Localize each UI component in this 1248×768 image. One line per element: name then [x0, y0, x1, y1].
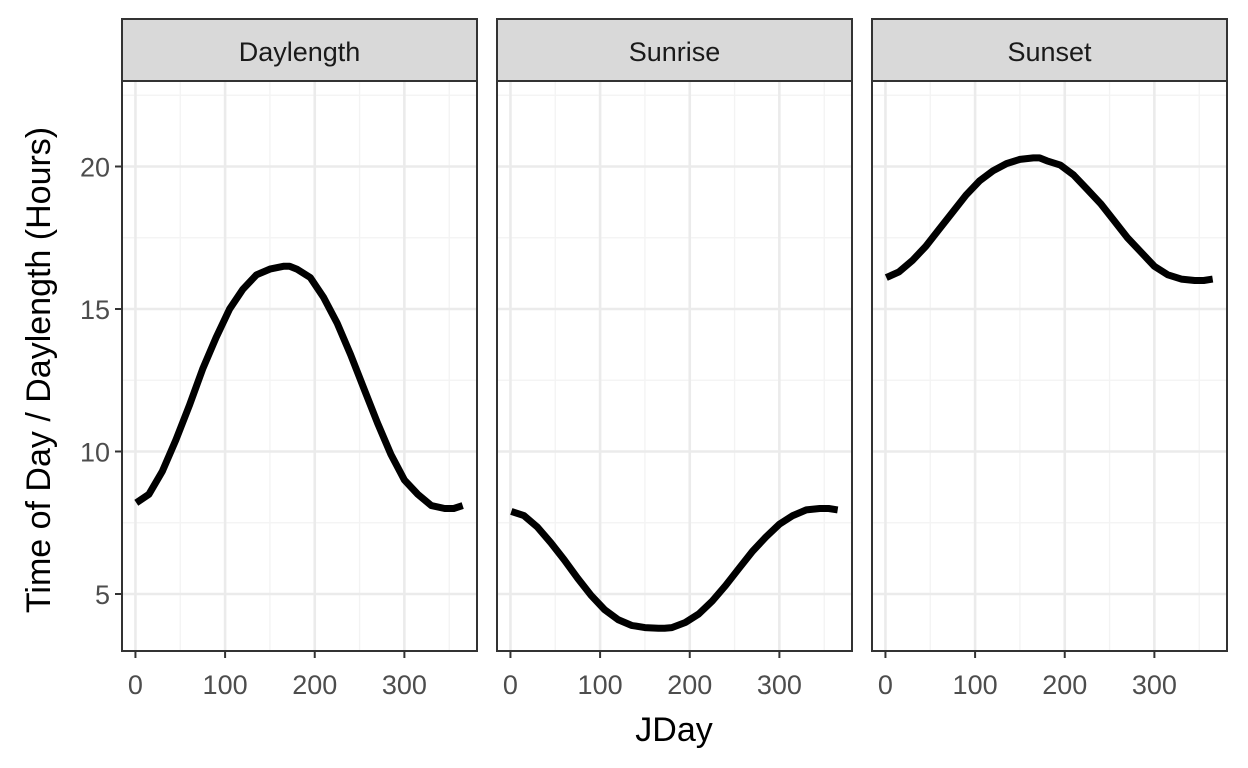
panel-background	[872, 81, 1227, 651]
strip-background	[871, 18, 1228, 82]
x-tick-label: 100	[578, 670, 623, 700]
y-tick-label: 15	[80, 295, 110, 325]
strip-label: Sunset	[1007, 37, 1092, 67]
strip-background	[496, 18, 853, 82]
x-tick-label: 300	[382, 670, 427, 700]
x-tick-label: 100	[203, 670, 248, 700]
panel-sunset: Sunset 0 100 200 300	[871, 18, 1228, 700]
panel-background	[497, 81, 852, 651]
series-line-sunset	[884, 154, 1214, 284]
strip-label: Daylength	[239, 37, 361, 67]
x-tick-label: 300	[1132, 670, 1177, 700]
strip-background	[121, 18, 478, 82]
panels: Daylength 0 100 200 300 5 10 15 20 Sunrise 0 100 200…	[80, 18, 1228, 700]
y-tick-label: 10	[80, 438, 110, 468]
x-tick-label: 300	[757, 670, 802, 700]
y-tick-label: 20	[80, 153, 110, 183]
y-tick-label: 5	[95, 580, 110, 610]
x-tick-label: 100	[953, 670, 998, 700]
x-tick-label: 200	[667, 670, 712, 700]
x-tick-label: 0	[503, 670, 518, 700]
x-axis-title: JDay	[635, 711, 712, 749]
panel-daylength: Daylength 0 100 200 300 5 10 15 20	[80, 18, 478, 700]
y-axis-title: Time of Day / Daylength (Hours)	[20, 127, 58, 613]
x-tick-label: 200	[1042, 670, 1087, 700]
series-line-sunrise	[510, 505, 839, 632]
x-tick-label: 0	[878, 670, 893, 700]
series-line-daylength	[134, 262, 464, 512]
strip-label: Sunrise	[629, 37, 721, 67]
panel-sunrise: Sunrise 0 100 200 300	[496, 18, 853, 700]
x-tick-label: 200	[292, 670, 337, 700]
panel-background	[122, 81, 477, 651]
x-tick-label: 0	[128, 670, 143, 700]
